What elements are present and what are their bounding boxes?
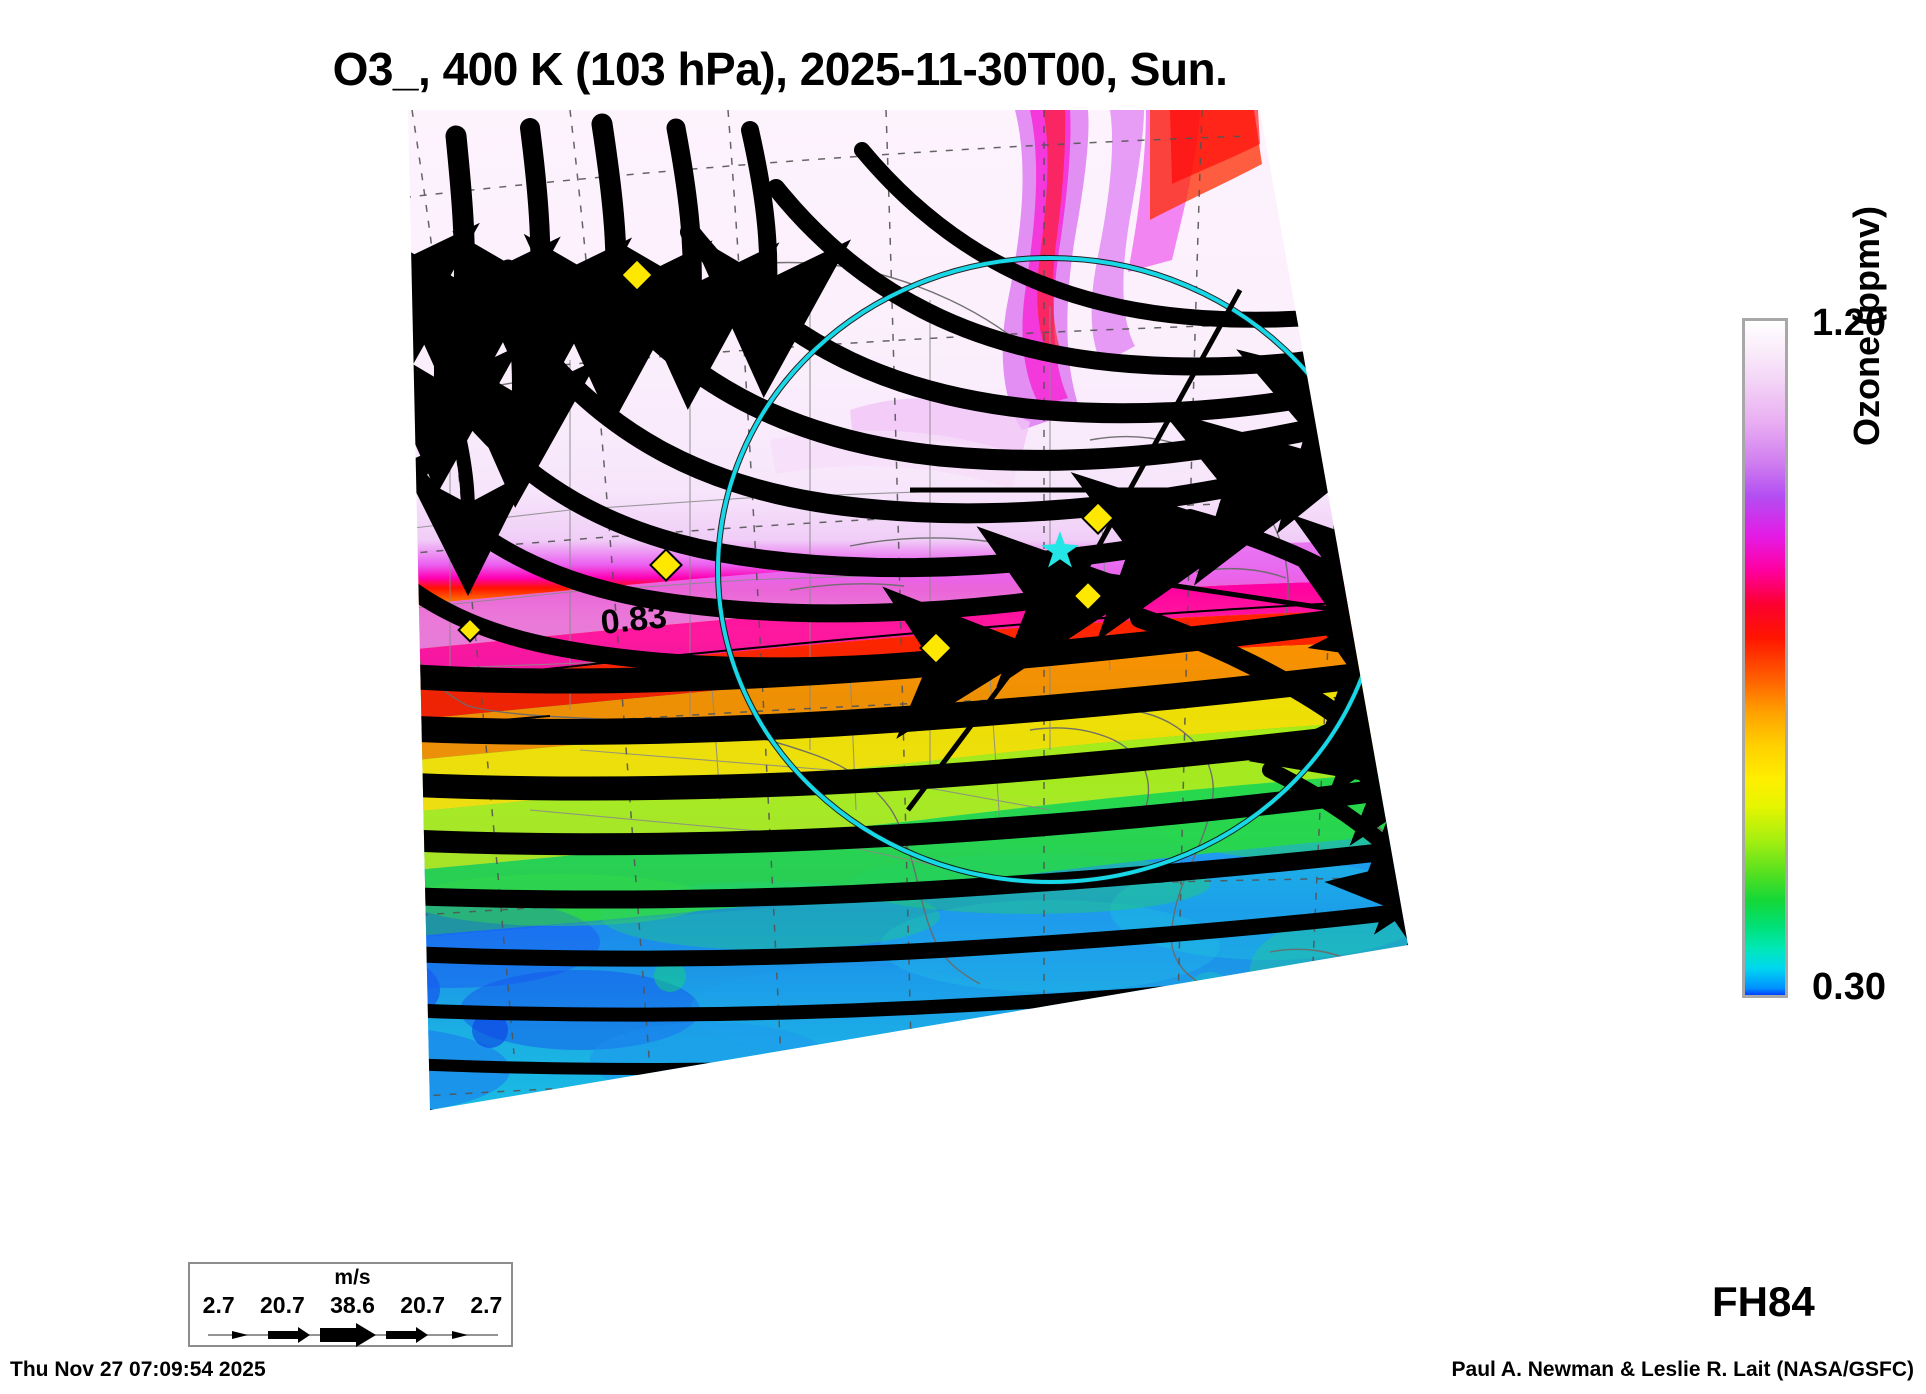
station-marker	[457, 617, 483, 643]
colorbar: 1.20 0.30 Ozone (ppmv)	[1742, 206, 1887, 1008]
forecast-hour-label: FH84	[1712, 1278, 1815, 1325]
station-marker	[620, 258, 654, 292]
station-markers	[457, 258, 1115, 665]
wind-scale-value: 2.7	[470, 1292, 503, 1318]
wind-scale-value: 2.7	[202, 1292, 235, 1318]
map-svg: 0.83 0.8	[408, 110, 1408, 1110]
page-title: O3_, 400 K (103 hPa), 2025-11-30T00, Sun…	[332, 43, 1228, 95]
colorbar-min-label: 0.30	[1812, 966, 1886, 1008]
wind-scale-value: 38.6	[330, 1292, 375, 1318]
wind-scale-value: 20.7	[400, 1292, 445, 1318]
wind-scale-arrows	[208, 1323, 498, 1347]
colorbar-gradient	[1742, 318, 1788, 998]
wind-scale-unit: m/s	[334, 1266, 371, 1289]
colorbar-max-label: 1.20	[1812, 302, 1886, 344]
author-credit: Paul A. Newman & Leslie R. Lait (NASA/GS…	[1451, 1358, 1914, 1381]
wind-scale-legend: m/s 2.7 20.7 38.6 20.7 2.7	[188, 1262, 513, 1347]
station-marker	[649, 548, 683, 582]
station-marker	[1072, 580, 1104, 612]
station-marker	[919, 631, 953, 665]
colorbar-axis-label: Ozone (ppmv)	[1846, 206, 1887, 446]
map-panel: 0.83 0.8	[150, 110, 1570, 1250]
station-marker	[1081, 501, 1115, 535]
wind-scale-value: 20.7	[260, 1292, 305, 1318]
wind-scale-values: 2.7 20.7 38.6 20.7 2.7	[190, 1292, 515, 1319]
site-marker-star	[1041, 531, 1079, 568]
generation-timestamp: Thu Nov 27 07:09:54 2025	[10, 1358, 266, 1381]
